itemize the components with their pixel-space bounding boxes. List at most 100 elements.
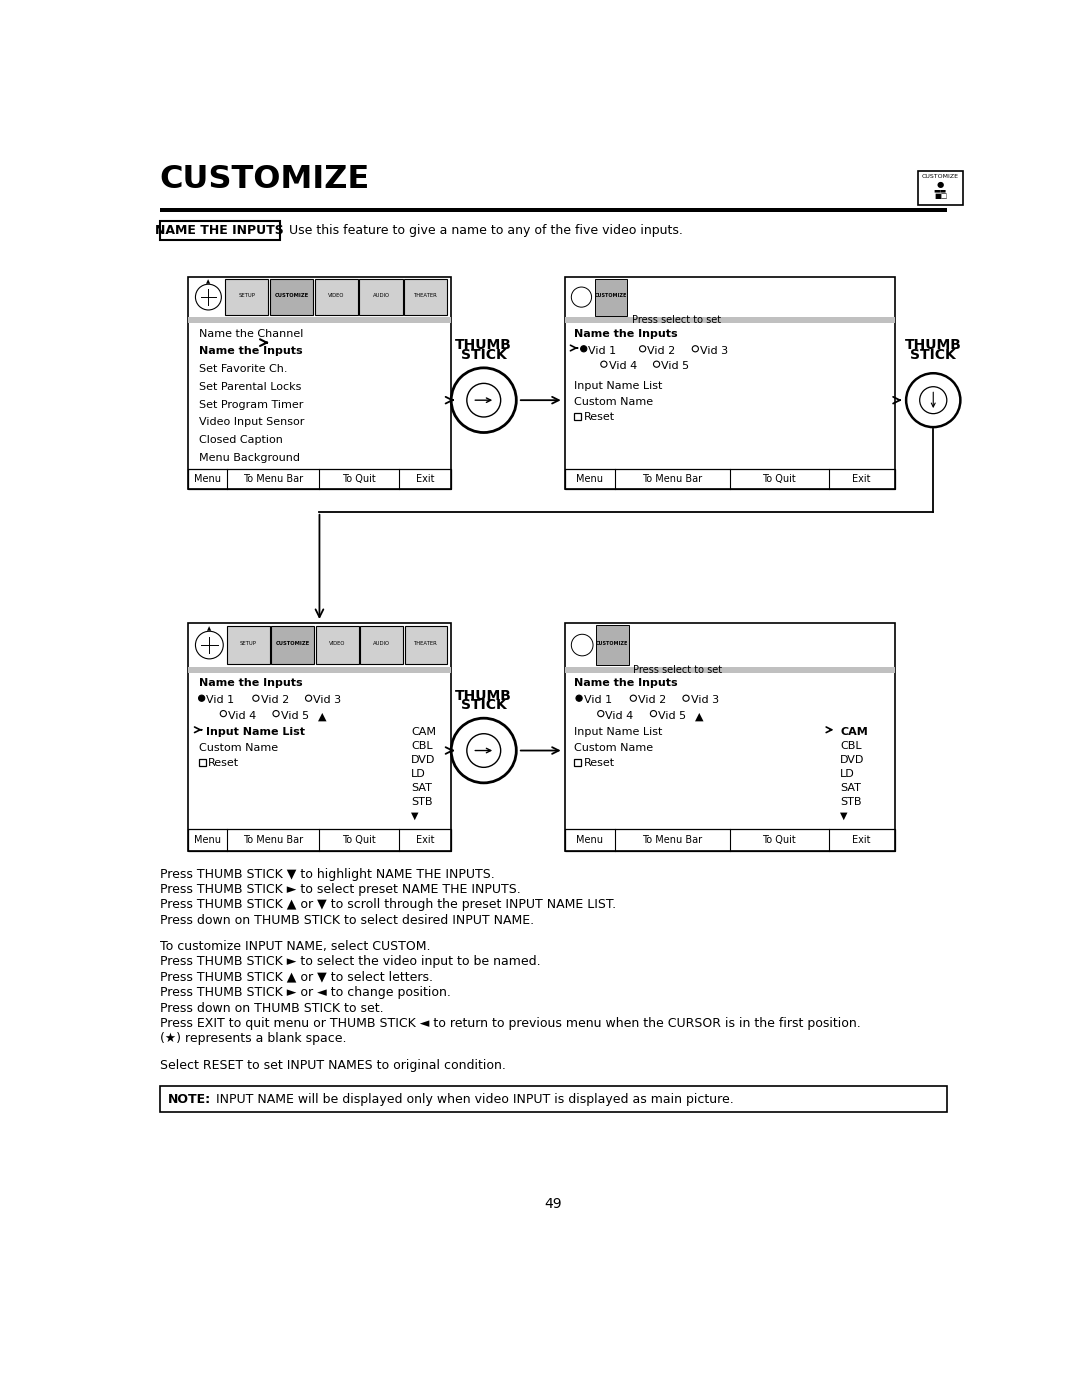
Text: ▲: ▲ bbox=[318, 711, 326, 721]
Text: Name the Inputs: Name the Inputs bbox=[199, 346, 302, 356]
Text: Vid 4: Vid 4 bbox=[608, 360, 637, 372]
FancyBboxPatch shape bbox=[405, 626, 447, 665]
Text: Exit: Exit bbox=[852, 474, 870, 483]
Text: Vid 4: Vid 4 bbox=[228, 711, 256, 721]
Text: To customize INPUT NAME, select CUSTOM.: To customize INPUT NAME, select CUSTOM. bbox=[160, 940, 430, 953]
Text: Input Name List: Input Name List bbox=[206, 728, 306, 738]
Text: Vid 1: Vid 1 bbox=[206, 696, 234, 705]
Text: ▼: ▼ bbox=[840, 810, 848, 820]
Text: ▲: ▲ bbox=[207, 626, 212, 631]
Text: NOTE:: NOTE: bbox=[167, 1092, 211, 1106]
Text: VIDEO: VIDEO bbox=[329, 641, 346, 645]
Text: VIDEO: VIDEO bbox=[328, 293, 345, 298]
FancyBboxPatch shape bbox=[565, 623, 894, 851]
Bar bbox=[565, 623, 894, 673]
Text: Vid 3: Vid 3 bbox=[700, 345, 728, 356]
FancyBboxPatch shape bbox=[227, 626, 270, 665]
Text: Menu: Menu bbox=[577, 835, 604, 845]
Text: To Quit: To Quit bbox=[762, 474, 796, 483]
Text: Press EXIT to quit menu or THUMB STICK ◄ to return to previous menu when the CUR: Press EXIT to quit menu or THUMB STICK ◄… bbox=[160, 1017, 861, 1030]
Bar bbox=[565, 277, 894, 323]
Text: To Menu Bar: To Menu Bar bbox=[643, 835, 702, 845]
Text: CAM: CAM bbox=[410, 728, 436, 738]
Text: To Menu Bar: To Menu Bar bbox=[643, 474, 702, 483]
Bar bbox=[565, 666, 894, 673]
Text: LD: LD bbox=[840, 770, 855, 780]
Text: SAT: SAT bbox=[840, 782, 861, 793]
Text: Menu Background: Menu Background bbox=[199, 453, 299, 462]
Text: ▼: ▼ bbox=[410, 810, 418, 820]
Text: Press THUMB STICK ▲ or ▼ to scroll through the preset INPUT NAME LIST.: Press THUMB STICK ▲ or ▼ to scroll throu… bbox=[160, 898, 616, 911]
Text: DVD: DVD bbox=[840, 756, 865, 766]
Text: CUSTOMIZE: CUSTOMIZE bbox=[274, 293, 309, 298]
Circle shape bbox=[576, 696, 582, 701]
Text: Closed Caption: Closed Caption bbox=[199, 434, 283, 446]
Text: Name the Inputs: Name the Inputs bbox=[575, 328, 678, 338]
Text: CUSTOMIZE: CUSTOMIZE bbox=[275, 641, 310, 645]
Text: ■□: ■□ bbox=[934, 193, 947, 200]
Text: STB: STB bbox=[840, 796, 862, 807]
FancyBboxPatch shape bbox=[226, 279, 269, 314]
Text: CUSTOMIZE: CUSTOMIZE bbox=[596, 641, 629, 645]
Text: Video Input Sensor: Video Input Sensor bbox=[199, 418, 303, 427]
Text: Set Favorite Ch.: Set Favorite Ch. bbox=[199, 365, 287, 374]
FancyBboxPatch shape bbox=[918, 170, 962, 205]
Text: To Menu Bar: To Menu Bar bbox=[243, 474, 303, 483]
Text: ▬▬: ▬▬ bbox=[933, 187, 947, 194]
Text: Set Parental Locks: Set Parental Locks bbox=[199, 381, 301, 393]
Text: THUMB: THUMB bbox=[456, 338, 512, 352]
Text: STICK: STICK bbox=[910, 348, 956, 362]
Text: Name the Inputs: Name the Inputs bbox=[199, 678, 302, 689]
FancyBboxPatch shape bbox=[404, 279, 447, 314]
FancyBboxPatch shape bbox=[271, 626, 314, 665]
Text: Vid 3: Vid 3 bbox=[313, 696, 341, 705]
Text: STB: STB bbox=[410, 796, 432, 807]
Text: Press down on THUMB STICK to set.: Press down on THUMB STICK to set. bbox=[160, 1002, 383, 1014]
Text: CBL: CBL bbox=[410, 742, 432, 752]
Text: Vid 5: Vid 5 bbox=[658, 711, 686, 721]
Text: THEATER: THEATER bbox=[414, 641, 437, 645]
Text: AUDIO: AUDIO bbox=[373, 293, 390, 298]
Text: Menu: Menu bbox=[194, 835, 221, 845]
Text: To Menu Bar: To Menu Bar bbox=[243, 835, 303, 845]
FancyBboxPatch shape bbox=[188, 623, 451, 851]
Text: ▲: ▲ bbox=[206, 279, 211, 285]
Text: CAM: CAM bbox=[840, 728, 868, 738]
Bar bbox=[160, 208, 947, 211]
Text: THEATER: THEATER bbox=[414, 293, 437, 298]
Text: Vid 2: Vid 2 bbox=[260, 696, 288, 705]
Text: ●: ● bbox=[936, 180, 944, 189]
Text: Input Name List: Input Name List bbox=[575, 381, 663, 391]
Text: Reset: Reset bbox=[583, 412, 615, 422]
Text: CUSTOMIZE: CUSTOMIZE bbox=[595, 293, 627, 298]
Text: To Quit: To Quit bbox=[342, 474, 376, 483]
Text: Press select to set: Press select to set bbox=[632, 316, 721, 326]
Text: CUSTOMIZE: CUSTOMIZE bbox=[160, 163, 370, 194]
FancyBboxPatch shape bbox=[270, 279, 313, 314]
Text: To Quit: To Quit bbox=[342, 835, 376, 845]
Text: NAME THE INPUTS: NAME THE INPUTS bbox=[156, 224, 284, 237]
Text: Name the Channel: Name the Channel bbox=[199, 328, 302, 338]
Bar bbox=[188, 317, 451, 323]
Text: Custom Name: Custom Name bbox=[575, 743, 653, 753]
FancyBboxPatch shape bbox=[315, 626, 359, 665]
Text: SAT: SAT bbox=[410, 782, 432, 793]
Text: Vid 5: Vid 5 bbox=[661, 360, 689, 372]
Text: Press THUMB STICK ► to select preset NAME THE INPUTS.: Press THUMB STICK ► to select preset NAM… bbox=[160, 883, 521, 895]
Text: Set Program Timer: Set Program Timer bbox=[199, 400, 302, 409]
FancyBboxPatch shape bbox=[360, 626, 403, 665]
Text: DVD: DVD bbox=[410, 756, 435, 766]
Text: Vid 4: Vid 4 bbox=[606, 711, 634, 721]
Text: Select RESET to set INPUT NAMES to original condition.: Select RESET to set INPUT NAMES to origi… bbox=[160, 1059, 505, 1071]
Bar bbox=[188, 277, 451, 317]
Text: Vid 5: Vid 5 bbox=[281, 711, 309, 721]
Text: Exit: Exit bbox=[416, 474, 434, 483]
Text: Reset: Reset bbox=[583, 759, 615, 768]
Text: Press THUMB STICK ▲ or ▼ to select letters.: Press THUMB STICK ▲ or ▼ to select lette… bbox=[160, 971, 433, 983]
Text: Custom Name: Custom Name bbox=[575, 397, 653, 407]
FancyBboxPatch shape bbox=[314, 279, 357, 314]
Text: Input Name List: Input Name List bbox=[575, 728, 663, 738]
FancyBboxPatch shape bbox=[565, 277, 894, 489]
Text: (★) represents a blank space.: (★) represents a blank space. bbox=[160, 1032, 347, 1045]
Bar bbox=[188, 623, 451, 666]
